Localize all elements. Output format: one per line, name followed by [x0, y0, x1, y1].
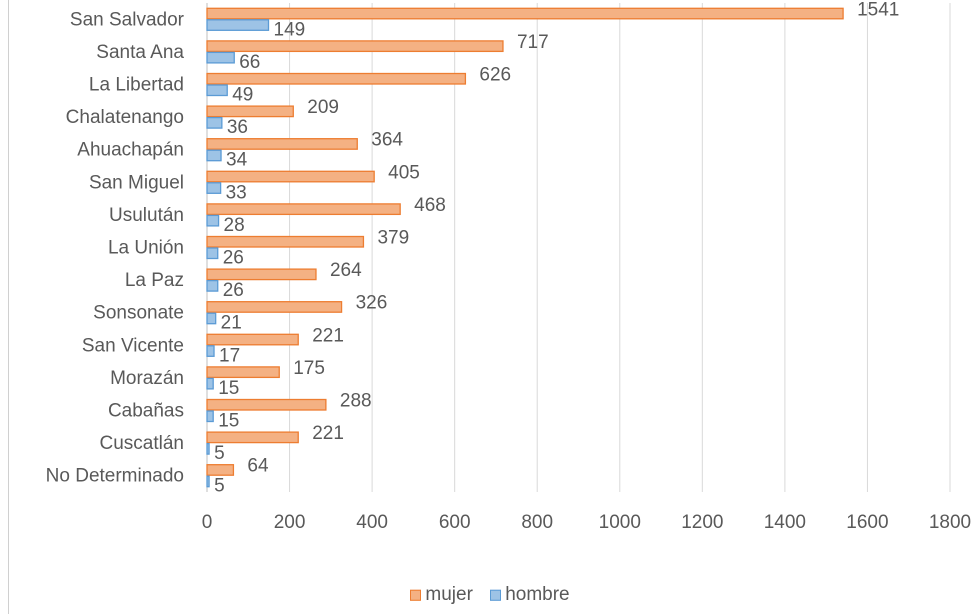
data-label-hombre: 15	[218, 378, 239, 399]
category-label: San Vicente	[82, 335, 184, 356]
category-label: Morazán	[110, 368, 184, 389]
data-label-mujer: 64	[247, 456, 269, 477]
bar-mujer	[206, 301, 343, 313]
legend-swatch-mujer	[410, 589, 422, 601]
bar-mujer	[206, 105, 294, 118]
data-label-mujer: 288	[340, 391, 372, 412]
chart-frame-edge	[8, 0, 9, 614]
legend: mujer hombre	[0, 584, 980, 607]
data-label-hombre: 15	[218, 411, 239, 432]
legend-label-mujer: mujer	[425, 583, 473, 605]
category-label: Chalatenango	[66, 107, 184, 128]
bar-hombre	[206, 279, 219, 292]
category-label: Ahuachapán	[77, 140, 184, 161]
x-tick-label: 200	[274, 512, 306, 533]
legend-item-mujer: mujer	[410, 584, 473, 606]
bar-mujer	[206, 7, 844, 20]
x-tick-label: 800	[521, 512, 553, 533]
bar-hombre	[206, 51, 235, 64]
data-label-mujer: 379	[377, 228, 409, 249]
category-label: La Unión	[108, 238, 184, 259]
bar-hombre	[206, 345, 215, 357]
category-label: Cuscatlán	[100, 433, 185, 454]
bar-hombre	[206, 84, 228, 97]
data-label-hombre: 33	[226, 182, 247, 203]
x-tick-label: 1800	[929, 512, 971, 533]
bar-mujer	[206, 235, 365, 248]
data-label-mujer: 468	[414, 195, 446, 216]
category-label: La Libertad	[89, 75, 184, 96]
x-tick-label: 600	[439, 512, 471, 533]
bar-mujer	[206, 333, 299, 346]
category-label: No Determinado	[46, 466, 184, 487]
bar-mujer	[206, 366, 280, 379]
data-label-hombre: 17	[219, 345, 240, 366]
bar-mujer	[206, 170, 375, 183]
data-label-hombre: 36	[227, 117, 248, 138]
legend-swatch-hombre	[490, 589, 502, 601]
category-label: Usulután	[109, 205, 184, 226]
bar-hombre	[206, 475, 210, 488]
legend-label-hombre: hombre	[505, 583, 570, 605]
category-label: La Paz	[125, 270, 184, 291]
data-label-hombre: 5	[214, 476, 225, 497]
data-label-mujer: 326	[356, 293, 388, 314]
bar-hombre	[206, 247, 219, 260]
data-label-mujer: 175	[293, 358, 325, 379]
data-label-hombre: 5	[214, 443, 225, 464]
bar-hombre	[206, 182, 222, 194]
bar-hombre	[206, 377, 214, 390]
data-label-mujer: 405	[388, 162, 420, 183]
x-tick-label: 1200	[681, 512, 723, 533]
data-label-hombre: 149	[274, 19, 306, 40]
x-tick-label: 0	[202, 512, 213, 533]
data-label-mujer: 1541	[857, 0, 899, 20]
data-label-hombre: 66	[239, 52, 260, 73]
data-label-mujer: 209	[307, 97, 339, 118]
x-tick-label: 1000	[599, 512, 641, 533]
category-label: San Miguel	[89, 172, 184, 193]
x-tick-label: 400	[356, 512, 388, 533]
bar-mujer	[206, 203, 401, 216]
category-label: Santa Ana	[96, 42, 184, 63]
data-label-mujer: 626	[479, 65, 511, 86]
data-label-hombre: 26	[223, 248, 244, 269]
data-label-mujer: 364	[371, 130, 403, 151]
bar-mujer	[206, 40, 504, 53]
data-label-mujer: 221	[312, 325, 344, 346]
category-label: San Salvador	[70, 9, 185, 30]
data-label-mujer: 717	[517, 32, 549, 53]
bar-hombre	[206, 149, 222, 162]
bar-hombre	[206, 116, 223, 129]
bar-hombre	[206, 214, 220, 227]
bar-mujer	[206, 398, 327, 411]
bar-hombre	[206, 410, 214, 423]
data-label-hombre: 28	[224, 215, 245, 236]
category-label: Sonsonate	[93, 303, 184, 324]
data-label-hombre: 21	[221, 313, 242, 334]
legend-item-hombre: hombre	[490, 583, 570, 606]
data-label-mujer: 221	[312, 423, 344, 444]
bar-mujer	[206, 72, 467, 85]
x-tick-label: 1400	[764, 512, 806, 533]
bar-mujer	[206, 464, 235, 476]
bar-hombre	[206, 19, 270, 31]
data-label-mujer: 264	[330, 260, 362, 281]
bar-mujer	[206, 431, 299, 444]
data-label-hombre: 26	[223, 280, 244, 301]
bar-mujer	[206, 138, 358, 150]
category-label: Cabañas	[108, 401, 184, 422]
bar-hombre	[206, 442, 210, 455]
bar-hombre	[206, 312, 217, 325]
x-tick-label: 1600	[846, 512, 888, 533]
data-label-hombre: 34	[226, 150, 248, 171]
bar-mujer	[206, 268, 317, 281]
data-label-hombre: 49	[232, 85, 253, 106]
